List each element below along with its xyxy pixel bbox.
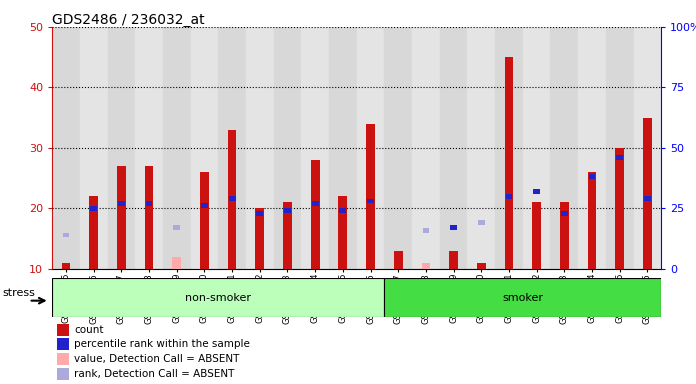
Bar [633,27,661,269]
Bar [468,27,495,269]
Bar [80,27,108,269]
Bar [587,172,596,269]
Bar [356,27,384,269]
Text: GDS2486 / 236032_at: GDS2486 / 236032_at [52,13,205,27]
Text: count: count [74,324,104,334]
Bar [173,225,180,230]
Bar [63,233,70,237]
Bar [367,199,374,204]
Bar [495,27,523,269]
Bar [560,202,569,269]
Bar [89,196,98,269]
Bar [57,353,69,365]
Bar [366,124,375,269]
Bar [422,228,429,233]
Text: rank, Detection Call = ABSENT: rank, Detection Call = ABSENT [74,369,235,379]
Bar [616,155,623,160]
Bar [477,263,486,269]
Bar [384,278,661,317]
Text: value, Detection Call = ABSENT: value, Detection Call = ABSENT [74,354,239,364]
Bar [52,278,384,317]
Bar [532,202,541,269]
Bar [256,211,263,215]
Bar [478,220,484,225]
Bar [449,251,458,269]
Bar [246,27,274,269]
Bar [191,27,219,269]
Bar [62,263,70,269]
Bar [606,27,633,269]
Bar [274,27,301,269]
Bar [450,225,457,230]
Bar [561,211,568,215]
Bar [440,27,468,269]
Bar [219,27,246,269]
Bar [312,201,319,206]
Bar [505,57,514,269]
Bar [394,251,402,269]
Bar [163,27,191,269]
Bar [284,208,291,213]
Bar [145,166,153,269]
Bar [643,118,651,269]
Bar [145,201,152,206]
Bar [384,27,412,269]
Bar [589,174,595,179]
Bar [118,201,125,206]
Bar [340,208,346,213]
Bar [57,368,69,380]
Bar [173,257,181,269]
Text: smoker: smoker [503,293,544,303]
Bar [57,339,69,350]
Bar [228,130,237,269]
Text: non-smoker: non-smoker [185,293,251,303]
Text: percentile rank within the sample: percentile rank within the sample [74,339,250,349]
Bar [523,27,551,269]
Bar [311,160,319,269]
Bar [615,148,624,269]
Bar [505,194,512,199]
Bar [52,27,80,269]
Bar [135,27,163,269]
Bar [201,204,208,208]
Bar [533,189,540,194]
Bar [338,196,347,269]
Bar [57,324,69,336]
Bar [117,166,126,269]
Text: stress: stress [3,288,35,298]
Bar [108,27,135,269]
Bar [200,172,209,269]
Bar [578,27,606,269]
Bar [283,202,292,269]
Bar [301,27,329,269]
Bar [478,220,484,225]
Bar [63,233,70,237]
Bar [90,206,97,211]
Bar [229,196,235,201]
Bar [329,27,356,269]
Bar [412,27,440,269]
Bar [551,27,578,269]
Bar [644,196,651,201]
Bar [422,263,430,269]
Bar [255,208,264,269]
